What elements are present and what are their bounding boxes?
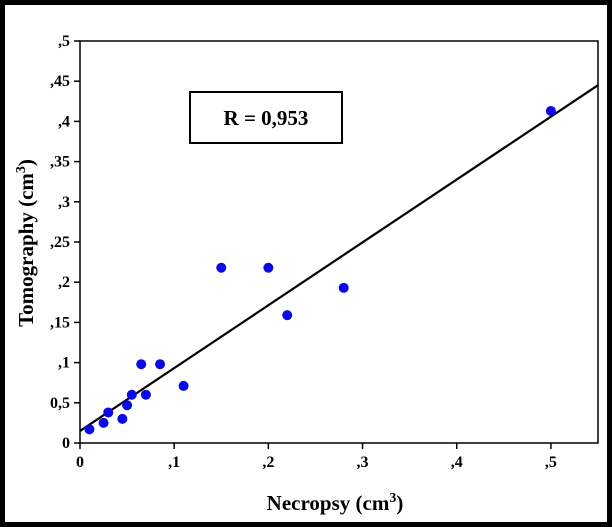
- y-tick-label: ,35: [50, 154, 70, 171]
- data-point: [84, 424, 95, 435]
- x-tick-label: ,3: [357, 454, 369, 471]
- data-point: [136, 359, 147, 370]
- x-axis-title-sup: 3: [389, 491, 396, 506]
- y-axis-title-sup: 3: [14, 166, 29, 173]
- x-tick-label: 0: [76, 454, 84, 471]
- chart-frame: 0 0,5 ,1 ,15 ,2 ,25 ,3 ,35 ,4 ,45 ,5 0 ,1 ,2 ,3 ,4 ,5 R…: [5, 5, 607, 522]
- data-point: [140, 389, 151, 400]
- data-point: [103, 407, 114, 418]
- data-point: [117, 413, 128, 424]
- x-axis-title-main: Necropsy (cm: [267, 491, 390, 515]
- y-tick-label: ,2: [58, 274, 70, 291]
- data-point: [155, 359, 166, 370]
- data-point: [178, 380, 189, 391]
- x-axis-ticks: 0 ,1 ,2 ,3 ,4 ,5: [76, 443, 557, 471]
- data-point: [126, 389, 137, 400]
- y-tick-label: ,25: [50, 234, 70, 251]
- data-point: [282, 310, 293, 321]
- y-tick-label: ,4: [58, 113, 70, 130]
- x-axis-title-end: ): [396, 491, 403, 515]
- y-tick-label: 0: [62, 435, 70, 452]
- data-point: [216, 262, 227, 273]
- x-tick-label: ,1: [168, 454, 180, 471]
- data-point: [338, 282, 349, 293]
- annotation-text: R = 0,953: [224, 106, 309, 130]
- x-tick-label: ,4: [451, 454, 463, 471]
- y-axis-title: Tomography (cm3): [14, 159, 38, 327]
- regression-line: [79, 84, 599, 432]
- fit-line-group: [79, 84, 599, 432]
- x-tick-label: ,2: [262, 454, 274, 471]
- data-point: [98, 417, 109, 428]
- y-tick-label: ,1: [58, 355, 70, 372]
- y-axis-title-end: ): [14, 159, 38, 166]
- y-tick-label: ,15: [50, 314, 70, 331]
- y-axis-title-main: Tomography (cm: [14, 173, 38, 327]
- data-points: [84, 105, 556, 435]
- y-tick-label: 0,5: [50, 395, 70, 412]
- y-tick-label: ,3: [58, 194, 70, 211]
- x-tick-label: ,5: [545, 454, 557, 471]
- data-point: [122, 400, 133, 411]
- data-point: [263, 262, 274, 273]
- y-tick-label: ,5: [58, 33, 70, 50]
- y-axis-ticks: 0 0,5 ,1 ,15 ,2 ,25 ,3 ,35 ,4 ,45 ,5: [50, 33, 80, 452]
- annotation-box: [189, 91, 343, 144]
- scatter-chart: 0 0,5 ,1 ,15 ,2 ,25 ,3 ,35 ,4 ,45 ,5 0 ,1 ,2 ,3 ,4 ,5 R…: [14, 33, 599, 515]
- y-tick-label: ,45: [50, 73, 70, 90]
- data-point: [545, 105, 556, 116]
- x-axis-title: Necropsy (cm3): [267, 491, 404, 515]
